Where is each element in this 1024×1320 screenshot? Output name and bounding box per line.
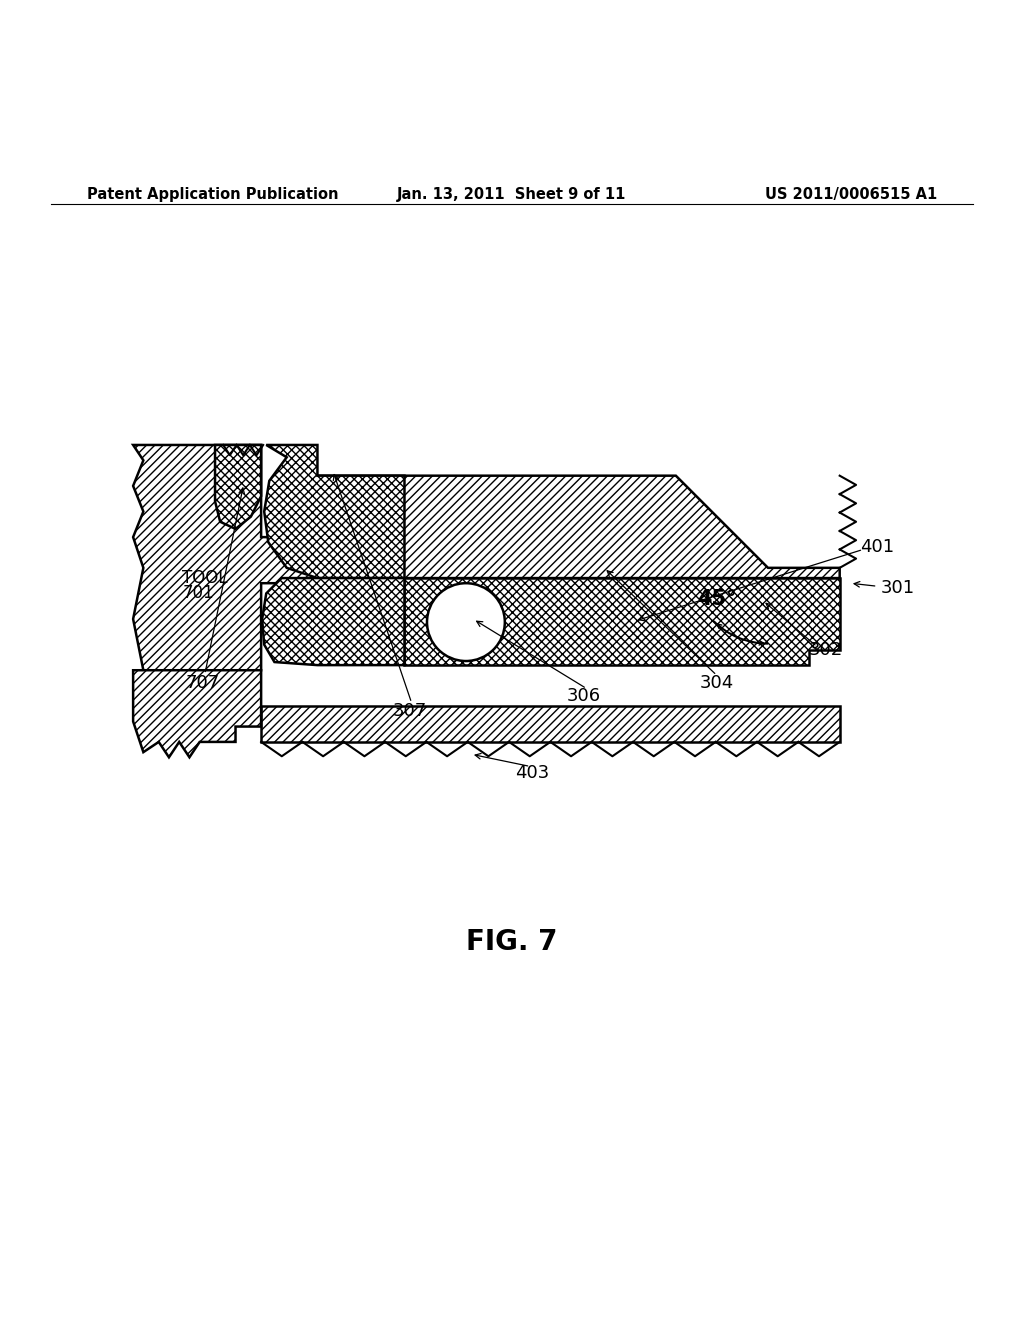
Polygon shape	[264, 445, 404, 578]
Text: 45°: 45°	[697, 589, 736, 609]
Text: 401: 401	[860, 539, 894, 556]
Text: 307: 307	[392, 702, 427, 721]
Text: 707: 707	[185, 673, 220, 692]
Text: 403: 403	[515, 764, 550, 781]
Polygon shape	[133, 671, 261, 758]
Text: Patent Application Publication: Patent Application Publication	[87, 187, 339, 202]
Text: 304: 304	[699, 673, 734, 692]
Text: US 2011/0006515 A1: US 2011/0006515 A1	[765, 187, 937, 202]
Text: Jan. 13, 2011  Sheet 9 of 11: Jan. 13, 2011 Sheet 9 of 11	[397, 187, 627, 202]
Text: 302: 302	[809, 640, 843, 659]
Text: FIG. 7: FIG. 7	[466, 928, 558, 956]
Circle shape	[427, 583, 505, 661]
Polygon shape	[215, 445, 261, 529]
Text: TOOL: TOOL	[182, 569, 227, 587]
Polygon shape	[317, 475, 840, 578]
Text: 701: 701	[182, 585, 214, 602]
Polygon shape	[133, 445, 317, 671]
Polygon shape	[404, 578, 840, 665]
Text: 306: 306	[566, 686, 601, 705]
Text: 301: 301	[881, 579, 914, 598]
Polygon shape	[262, 578, 404, 665]
Polygon shape	[261, 706, 840, 742]
